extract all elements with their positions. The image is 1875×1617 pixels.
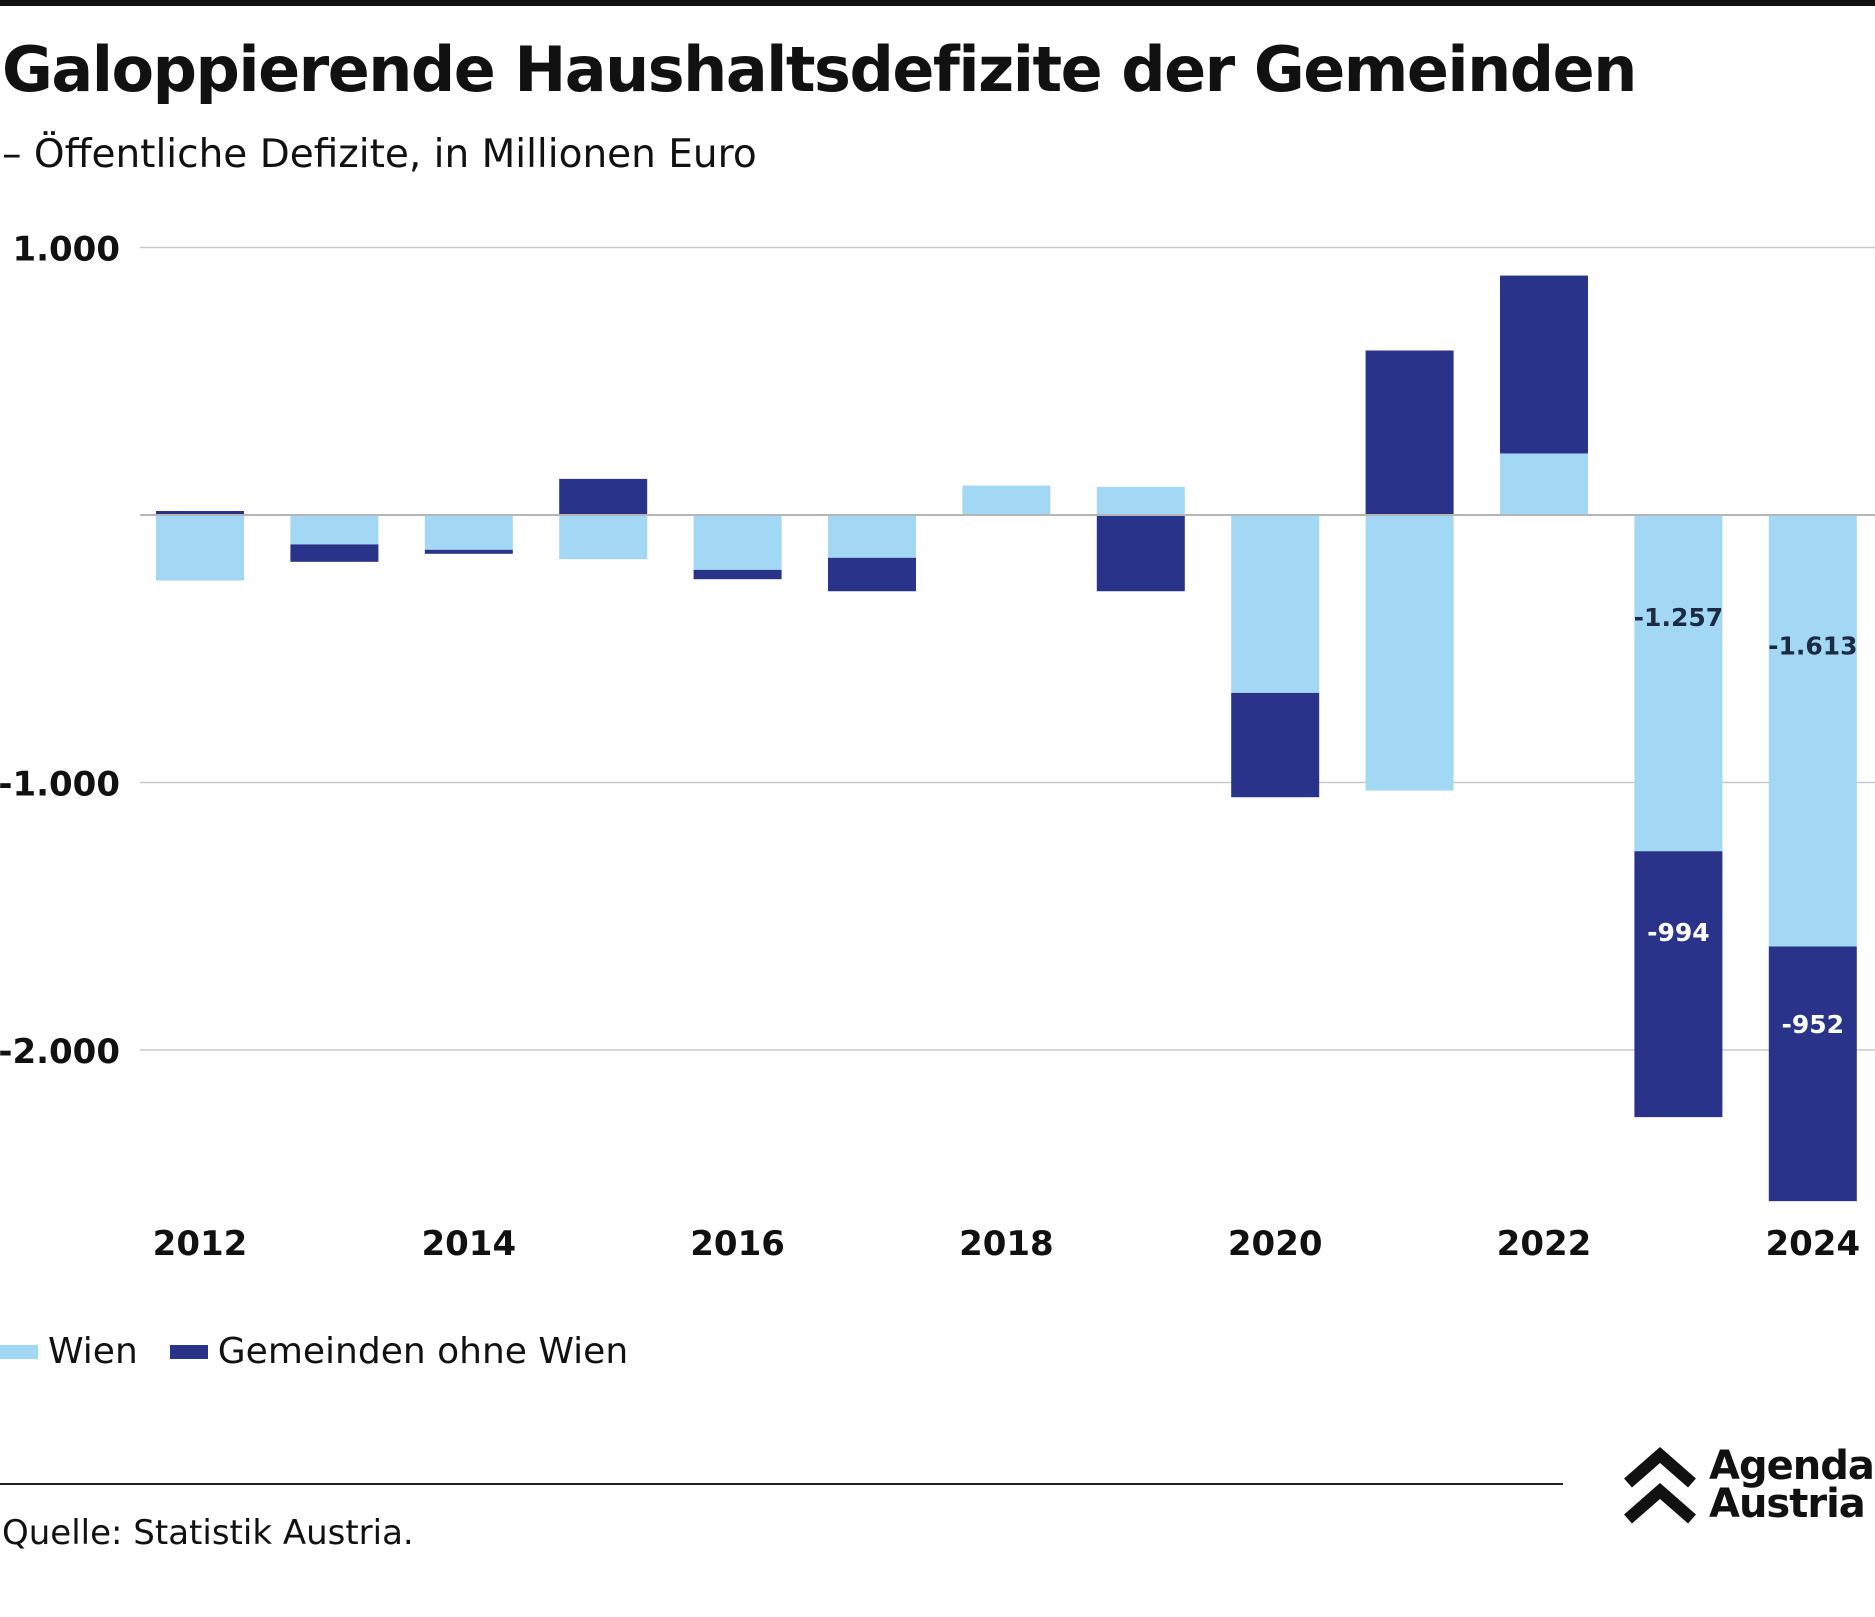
bar-wien-2020 (1231, 515, 1320, 693)
legend-label-wien: Wien (48, 1331, 138, 1372)
double-chevron-logo-icon (1624, 1447, 1696, 1524)
bar-gemeinden-2021 (1365, 350, 1454, 515)
bar-chart: 1.000 -1.000 -2.000 -1.257 -994 -1.613 -952 201… (0, 230, 1875, 1264)
logo-line-2: Austria (1709, 1481, 1866, 1527)
bar-wien-2018 (962, 485, 1051, 515)
x-tick-label: 2012 (153, 1224, 248, 1264)
bar-wien-2019 (1096, 486, 1185, 515)
x-tick-label: 2016 (690, 1224, 785, 1264)
bar-wien-2013 (290, 515, 379, 545)
x-tick-label: 2018 (959, 1224, 1054, 1264)
chart-title: Galoppierende Haushaltsdefizite der Geme… (2, 33, 1637, 106)
bar-gemeinden-2016 (693, 569, 782, 580)
x-tick-label: 2020 (1228, 1224, 1323, 1264)
logo-line-1: Agenda (1709, 1443, 1875, 1489)
legend-swatch-gemeinden (169, 1344, 208, 1359)
bar-gemeinden-2024 (1768, 946, 1857, 1202)
y-tick-label: -2.000 (0, 1032, 120, 1072)
y-tick-label: 1.000 (12, 230, 120, 270)
bar-gemeinden-2013 (290, 544, 379, 562)
bar-gemeinden-2023 (1634, 851, 1723, 1118)
x-tick-label: 2024 (1765, 1224, 1860, 1264)
bar-wien-2021 (1365, 515, 1454, 791)
bar-wien-2015 (559, 515, 648, 560)
bar-wien-2023 (1634, 515, 1723, 852)
legend-item-wien: Wien (0, 1331, 138, 1372)
bar-gemeinden-2012 (156, 510, 244, 515)
data-label-2024-1: -952 (1782, 1010, 1845, 1039)
top-rule (0, 0, 1875, 6)
bar-wien-2014 (424, 515, 513, 550)
x-tick-label: 2022 (1497, 1224, 1592, 1264)
data-label-2023-1: -994 (1647, 918, 1710, 947)
legend-item-gemeinden: Gemeinden ohne Wien (169, 1331, 629, 1372)
bar-gemeinden-2022 (1500, 275, 1588, 454)
bar-wien-2012 (156, 515, 244, 581)
x-tick-label: 2014 (421, 1224, 516, 1264)
legend: Wien Gemeinden ohne Wien (0, 1331, 660, 1372)
bar-wien-2022 (1500, 453, 1588, 515)
footer-rule (0, 1483, 1563, 1485)
logo-wordmark: Agenda Austria (1709, 1443, 1875, 1527)
source-note: Quelle: Statistik Austria. (2, 1513, 414, 1553)
data-label-2023-0: -1.257 (1634, 603, 1723, 632)
bar-wien-2024 (1768, 515, 1857, 947)
bar-gemeinden-2014 (424, 549, 513, 554)
y-tick-label: -1.000 (0, 765, 120, 805)
bar-gemeinden-2019 (1096, 515, 1185, 592)
legend-swatch-wien (0, 1344, 38, 1359)
legend-label-gemeinden: Gemeinden ohne Wien (217, 1331, 629, 1372)
bar-wien-2017 (828, 515, 916, 558)
chart-subtitle: – Öffentliche Defizite, in Millionen Eur… (2, 132, 757, 177)
bar-gemeinden-2015 (559, 478, 648, 515)
agenda-austria-logo: Agenda Austria (1622, 1443, 1875, 1527)
bar-gemeinden-2020 (1231, 692, 1320, 798)
bar-gemeinden-2017 (828, 557, 916, 592)
bar-wien-2016 (693, 515, 782, 570)
data-label-2024-0: -1.613 (1768, 631, 1857, 660)
